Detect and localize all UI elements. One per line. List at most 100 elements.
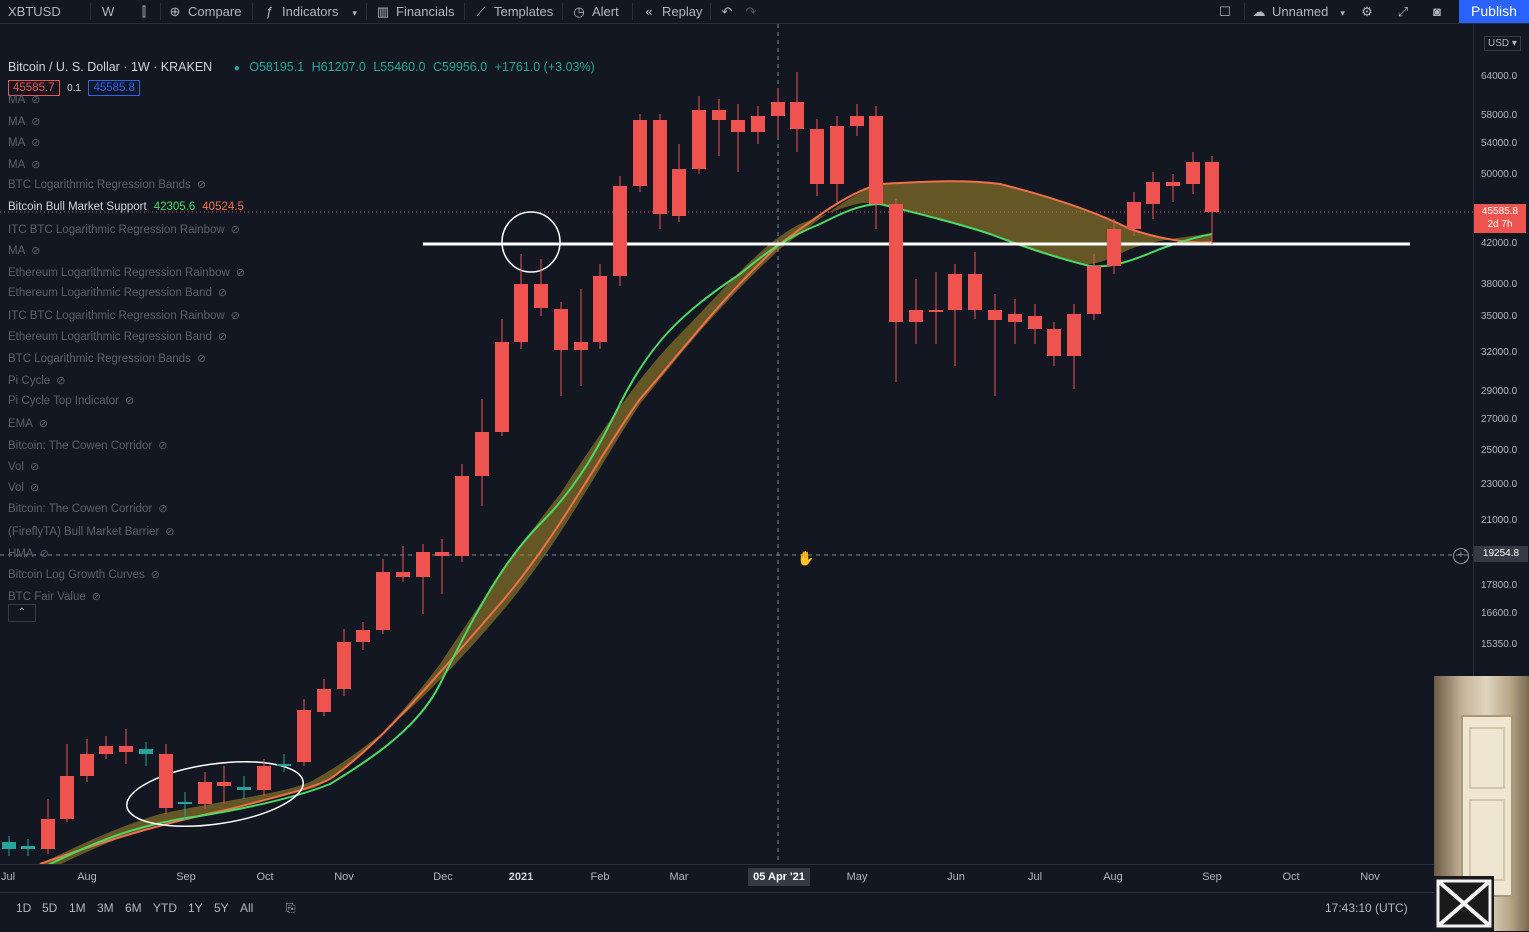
indicator-row[interactable]: Ethereum Logarithmic Regression Rainbow ⊘ <box>8 266 245 279</box>
financials-button[interactable]: ▥ Financials <box>376 0 455 23</box>
eye-hidden-icon[interactable]: ⊘ <box>158 440 168 452</box>
range-button-6m[interactable]: 6M <box>125 901 142 915</box>
eye-hidden-icon[interactable]: ⊘ <box>217 287 228 299</box>
indicator-row[interactable]: Bitcoin: The Cowen Corridor ⊘ <box>8 439 167 452</box>
indicator-row[interactable]: ITC BTC Logarithmic Regression Rainbow ⊘ <box>8 309 240 322</box>
replay-button[interactable]: «Replay <box>642 0 702 23</box>
alert-button[interactable]: ◷ Alert <box>572 0 618 23</box>
eye-hidden-icon[interactable]: ⊘ <box>158 503 168 515</box>
time-tick-label: Feb <box>590 871 610 883</box>
templates-button[interactable]: ⟋ Templates <box>474 0 553 23</box>
range-button-ytd[interactable]: YTD <box>153 901 177 915</box>
eye-hidden-icon[interactable]: ⊘ <box>91 591 101 603</box>
indicators-button[interactable]: ƒ Indicators ▾ <box>262 0 357 23</box>
indicator-row[interactable]: MA ⊘ <box>8 93 40 106</box>
candle-body <box>21 846 35 849</box>
indicator-row[interactable]: Ethereum Logarithmic Regression Band ⊘ <box>8 286 227 299</box>
indicator-row[interactable]: BTC Logarithmic Regression Bands ⊘ <box>8 352 206 365</box>
undo-button[interactable]: ↶ <box>720 0 740 23</box>
indicator-row[interactable]: BTC Fair Value ⊘ <box>8 590 101 603</box>
indicator-value: 40524.5 <box>202 201 244 213</box>
eye-hidden-icon[interactable]: ⊘ <box>196 179 207 191</box>
indicator-name: MA <box>8 245 26 257</box>
time-axis[interactable]: Jul Aug Sep Oct Nov Dec 2021 Feb Mar May Jun Jul Aug… <box>0 864 1473 891</box>
indicator-row[interactable]: MA ⊘ <box>8 136 40 149</box>
eye-hidden-icon[interactable]: ⊘ <box>56 375 66 387</box>
range-button-3m[interactable]: 3M <box>97 901 114 915</box>
add-alert-icon[interactable]: + <box>1453 548 1469 564</box>
interval-button[interactable]: W <box>102 4 115 19</box>
eye-hidden-icon[interactable]: ⊘ <box>150 569 161 581</box>
eye-hidden-icon[interactable]: ⊘ <box>30 482 40 494</box>
fullscreen-button[interactable]: ⤢ <box>1396 0 1416 23</box>
eye-hidden-icon[interactable]: ⊘ <box>31 94 41 106</box>
chart-pane[interactable]: ✋ Bitcoin / U. S. Dollar · 1W · KRAKEN ●… <box>0 24 1473 864</box>
candle-body <box>909 310 923 322</box>
publish-button[interactable]: Publish <box>1459 0 1529 23</box>
chart-type-button[interactable]: ⫿ <box>137 0 157 23</box>
eye-hidden-icon[interactable]: ⊘ <box>217 331 228 343</box>
indicator-row[interactable]: Bitcoin Log Growth Curves ⊘ <box>8 568 160 581</box>
candle-body <box>988 310 1002 320</box>
indicator-row[interactable]: BTC Logarithmic Regression Bands ⊘ <box>8 178 206 191</box>
indicator-row[interactable]: MA ⊘ <box>8 158 40 171</box>
gear-icon: ⚙ <box>1361 4 1373 19</box>
ask-button[interactable]: 45585.8 <box>88 80 141 96</box>
eye-hidden-icon[interactable]: ⊘ <box>31 159 41 171</box>
chevron-up-icon: ⌃ <box>17 607 27 618</box>
candle-body <box>80 754 94 776</box>
eye-hidden-icon[interactable]: ⊘ <box>230 224 240 236</box>
indicator-row[interactable]: MA ⊘ <box>8 244 40 257</box>
eye-hidden-icon[interactable]: ⊘ <box>235 267 246 279</box>
range-button-all[interactable]: All <box>240 901 254 915</box>
layout-select-button[interactable]: ☐ <box>1218 0 1238 23</box>
candle-body <box>1186 162 1200 184</box>
indicator-name: Ethereum Logarithmic Regression Band <box>8 287 212 299</box>
eye-hidden-icon[interactable]: ⊘ <box>196 353 207 365</box>
indicator-row[interactable]: Vol ⊘ <box>8 460 39 473</box>
price-axis[interactable]: USD ▾ 64000.0 58000.0 54000.0 50000.0 42000.… <box>1473 24 1529 864</box>
indicator-row[interactable]: (FireflyTA) Bull Market Barrier ⊘ <box>8 525 174 538</box>
indicator-row[interactable]: Bitcoin: The Cowen Corridor ⊘ <box>8 502 167 515</box>
indicator-row[interactable]: Ethereum Logarithmic Regression Band ⊘ <box>8 330 227 343</box>
eye-hidden-icon[interactable]: ⊘ <box>31 245 41 257</box>
candle-body <box>416 552 430 577</box>
currency-select[interactable]: USD ▾ <box>1484 36 1521 51</box>
range-button-5y[interactable]: 5Y <box>214 901 229 915</box>
eye-hidden-icon[interactable]: ⊘ <box>30 461 40 473</box>
indicator-row[interactable]: Pi Cycle ⊘ <box>8 374 65 387</box>
indicator-row[interactable]: Bitcoin Bull Market Support 42305.6 40524.… <box>8 201 244 213</box>
settings-button[interactable]: ⚙ <box>1360 0 1380 23</box>
eye-hidden-icon[interactable]: ⊘ <box>39 548 49 560</box>
eye-hidden-icon[interactable]: ⊘ <box>125 395 135 407</box>
date-range-button[interactable]: ⎘ <box>286 893 296 923</box>
symbol-description: Bitcoin / U. S. Dollar · 1W · KRAKEN <box>8 60 213 74</box>
price-tick-label: 50000.0 <box>1481 169 1518 180</box>
eye-hidden-icon[interactable]: ⊘ <box>31 137 41 149</box>
indicator-row[interactable]: Pi Cycle Top Indicator ⊘ <box>8 394 134 407</box>
collapse-legend-button[interactable]: ⌃ <box>8 604 36 622</box>
price-chart[interactable]: ✋ <box>0 24 1473 864</box>
indicator-name: MA <box>8 116 26 128</box>
compare-button[interactable]: ⊕ Compare <box>168 0 242 23</box>
eye-hidden-icon[interactable]: ⊘ <box>165 526 175 538</box>
eye-hidden-icon[interactable]: ⊘ <box>230 310 240 322</box>
eye-hidden-icon[interactable]: ⊘ <box>31 116 41 128</box>
utc-clock[interactable]: 17:43:10 (UTC) <box>1325 901 1408 915</box>
candle-body <box>633 120 647 186</box>
indicator-row[interactable]: ITC BTC Logarithmic Regression Rainbow ⊘ <box>8 223 240 236</box>
layout-name-button[interactable]: ☁ Unnamed ▾ <box>1252 0 1345 23</box>
indicator-row[interactable]: HMA ⊘ <box>8 547 49 560</box>
range-button-5d[interactable]: 5D <box>42 901 58 915</box>
indicator-row[interactable]: EMA ⊘ <box>8 417 48 430</box>
eye-hidden-icon[interactable]: ⊘ <box>38 418 49 430</box>
indicator-row[interactable]: MA ⊘ <box>8 115 40 128</box>
redo-button[interactable]: ↷ <box>744 0 764 23</box>
range-button-1d[interactable]: 1D <box>16 901 32 915</box>
range-button-1y[interactable]: 1Y <box>188 901 203 915</box>
symbol-search[interactable]: XBTUSD <box>8 0 61 23</box>
range-button-1m[interactable]: 1M <box>69 901 86 915</box>
indicator-row[interactable]: Vol ⊘ <box>8 481 39 494</box>
snapshot-button[interactable]: ◙ <box>1430 0 1450 23</box>
toolbar-divider <box>1244 3 1245 20</box>
